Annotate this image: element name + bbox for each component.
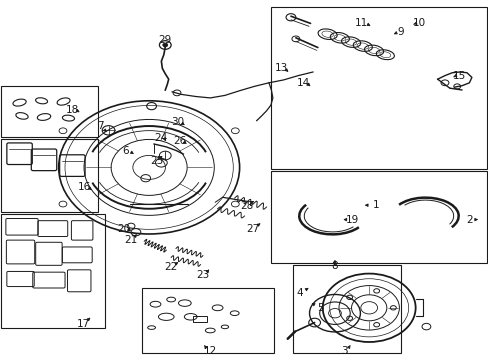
Text: 4: 4 xyxy=(296,288,303,298)
Text: 26: 26 xyxy=(173,136,186,147)
Text: 3: 3 xyxy=(341,346,347,356)
Bar xyxy=(1,139,98,212)
Text: 14: 14 xyxy=(296,78,309,88)
Text: 7: 7 xyxy=(97,121,103,131)
Text: 19: 19 xyxy=(345,215,358,225)
Text: 6: 6 xyxy=(122,146,129,156)
Text: 11: 11 xyxy=(354,18,368,28)
Bar xyxy=(142,288,273,353)
Text: 10: 10 xyxy=(412,18,425,28)
Text: 23: 23 xyxy=(196,270,209,280)
Text: 15: 15 xyxy=(452,71,466,81)
Bar xyxy=(271,7,486,169)
Text: 16: 16 xyxy=(78,182,91,192)
Bar xyxy=(1,214,105,328)
Text: 25: 25 xyxy=(149,156,163,166)
Text: 30: 30 xyxy=(171,117,183,127)
Text: 17: 17 xyxy=(76,319,90,329)
Bar xyxy=(1,86,98,137)
Text: 2: 2 xyxy=(465,215,472,225)
Text: 29: 29 xyxy=(158,35,172,45)
Text: 21: 21 xyxy=(123,235,137,245)
Text: 12: 12 xyxy=(203,346,217,356)
Bar xyxy=(271,171,486,263)
Text: 5: 5 xyxy=(316,303,323,313)
Text: 28: 28 xyxy=(240,201,253,211)
Text: 9: 9 xyxy=(397,27,404,37)
Text: 24: 24 xyxy=(153,132,167,143)
Text: 20: 20 xyxy=(117,224,130,234)
Text: 22: 22 xyxy=(164,262,178,272)
Bar xyxy=(193,316,206,322)
Text: 8: 8 xyxy=(331,261,338,271)
Circle shape xyxy=(163,43,167,47)
Text: 27: 27 xyxy=(246,224,260,234)
Bar xyxy=(293,265,400,353)
Text: 1: 1 xyxy=(372,200,379,210)
Text: 18: 18 xyxy=(65,105,79,115)
Text: 13: 13 xyxy=(274,63,287,73)
